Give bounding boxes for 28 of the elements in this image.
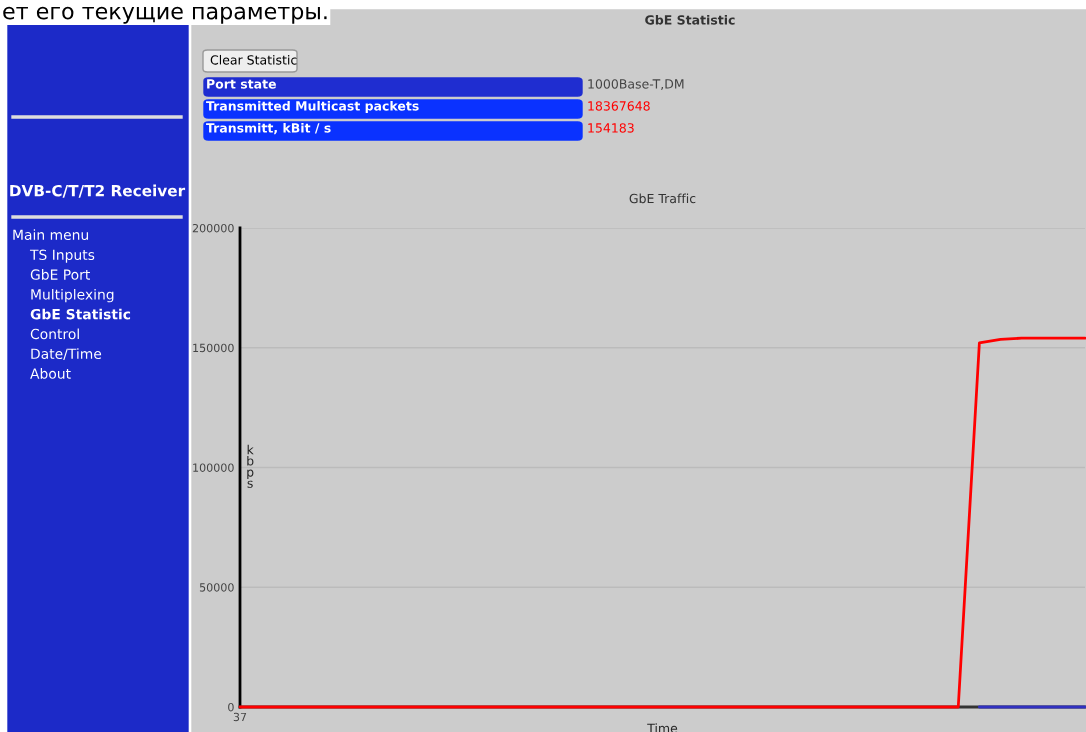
text: Clear Statistic [210, 54, 297, 65]
y-tick-label: 50000 [199, 583, 234, 592]
text: About [30, 368, 71, 379]
text: Date/Time [31, 348, 102, 361]
text: GbE Port [30, 269, 90, 280]
y-tick-label: 200000 [192, 223, 234, 233]
y-tick-label: 0 [228, 702, 234, 712]
x-tick-label: 37 [233, 712, 247, 722]
x-axis-title: Time [647, 723, 678, 732]
text: Transmitt, kBit / s [206, 122, 331, 135]
y-axis-title: kbps [247, 444, 254, 488]
y-tick-label: 100000 [193, 463, 234, 472]
text: GbE Statistic [645, 14, 735, 25]
text: Transmitted Multicast packets [206, 100, 419, 114]
text: Main menu [13, 229, 88, 241]
text: 1000Base-T,DM [588, 79, 684, 90]
line-series [238, 336, 1086, 709]
y-tick-label: 150000 [193, 343, 234, 353]
text: TS Inputs [29, 249, 95, 263]
text: Multiplexing [31, 288, 114, 303]
text: 18367648 [588, 101, 650, 111]
text: DVB-C/T/T2 Receiver [10, 184, 186, 198]
text: 154183 [588, 123, 634, 133]
text: GbE Statistic [30, 308, 131, 320]
text: ет его текущие параметры. [3, 6, 327, 24]
chart-title: GbE Traffic [629, 193, 696, 204]
text: Control [30, 328, 79, 340]
text: Port state [207, 79, 276, 89]
